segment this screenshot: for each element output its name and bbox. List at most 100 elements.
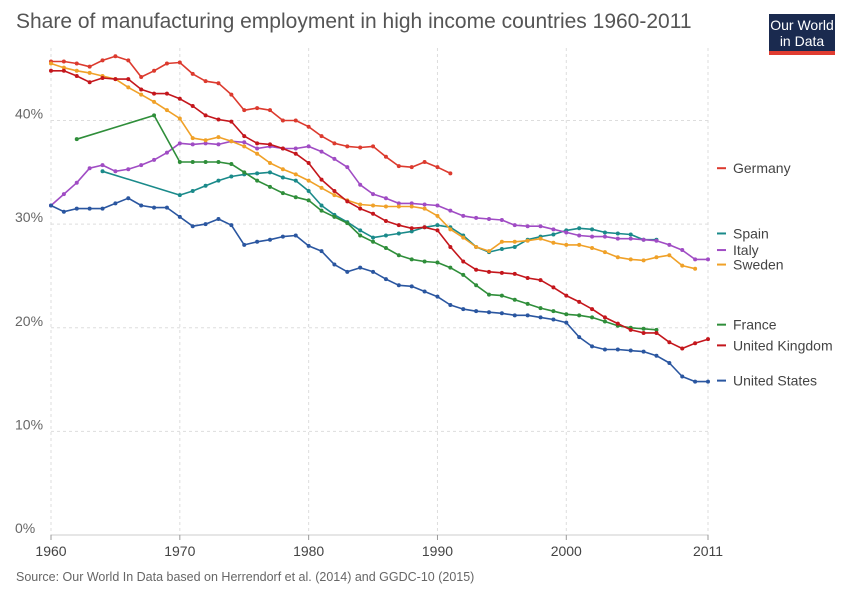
data-point-united-kingdom — [332, 188, 337, 193]
data-point-italy — [409, 201, 414, 206]
data-point-italy — [61, 192, 66, 197]
data-point-germany — [383, 154, 388, 159]
data-point-united-kingdom — [577, 299, 582, 304]
data-point-sweden — [306, 178, 311, 183]
data-point-france — [551, 309, 556, 314]
data-point-united-states — [615, 347, 620, 352]
data-point-united-states — [551, 317, 556, 322]
data-point-germany — [74, 61, 79, 66]
series-line-italy — [50, 140, 708, 261]
series-line-united-kingdom — [51, 70, 709, 350]
legend-label-france: France — [733, 317, 777, 333]
data-point-united-kingdom — [551, 285, 556, 290]
data-point-germany — [345, 144, 350, 149]
data-point-spain — [100, 169, 105, 174]
data-point-france — [358, 233, 363, 238]
data-point-united-states — [229, 223, 234, 228]
data-point-united-kingdom — [190, 104, 195, 109]
data-point-france — [448, 265, 453, 270]
data-point-spain — [177, 193, 182, 198]
data-point-united-kingdom — [667, 340, 672, 345]
data-point-italy — [422, 202, 427, 207]
data-point-spain — [499, 247, 504, 252]
legend-label-italy: Italy — [733, 242, 759, 258]
data-point-italy — [641, 237, 646, 242]
data-point-france — [577, 313, 582, 318]
data-point-united-kingdom — [293, 151, 298, 156]
data-point-united-kingdom — [268, 142, 272, 147]
data-point-france — [203, 159, 208, 164]
data-point-italy — [706, 257, 710, 262]
data-point-united-states — [87, 206, 92, 211]
data-point-italy — [680, 248, 685, 253]
data-point-sweden — [268, 161, 272, 166]
data-point-sweden — [590, 245, 595, 250]
data-point-spain — [383, 233, 388, 238]
data-point-united-kingdom — [216, 117, 221, 122]
series-line-spain — [102, 170, 657, 253]
data-point-sweden — [126, 85, 131, 90]
data-point-sweden — [499, 239, 504, 244]
data-point-italy — [216, 142, 221, 147]
data-point-united-states — [487, 310, 491, 315]
data-point-italy — [74, 180, 79, 185]
data-point-united-states — [203, 222, 208, 227]
data-point-united-states — [654, 353, 659, 358]
data-point-france — [422, 259, 427, 264]
x-tick-label: 1960 — [35, 543, 66, 559]
logo-line-1: Our World — [770, 17, 834, 33]
data-point-italy — [551, 227, 556, 232]
data-point-united-states — [680, 374, 685, 379]
data-point-germany — [268, 108, 272, 113]
legend-label-sweden: Sweden — [733, 257, 784, 273]
data-point-france — [332, 214, 337, 219]
data-point-sweden — [242, 144, 247, 149]
data-point-spain — [409, 229, 414, 234]
data-point-france — [371, 239, 376, 244]
data-point-germany — [190, 71, 195, 76]
data-point-united-states — [693, 379, 698, 384]
data-point-spain — [255, 171, 260, 176]
data-point-united-kingdom — [100, 76, 105, 81]
data-point-france — [409, 257, 414, 262]
data-point-germany — [139, 75, 144, 80]
data-point-united-states — [422, 289, 427, 294]
owid-logo[interactable]: Our World in Data — [769, 14, 835, 55]
data-point-united-kingdom — [74, 73, 79, 78]
data-point-germany — [152, 68, 157, 73]
data-point-united-states — [319, 249, 324, 254]
data-point-sweden — [203, 138, 208, 143]
data-point-united-states — [667, 360, 672, 365]
data-point-germany — [164, 61, 169, 66]
data-point-france — [474, 283, 479, 288]
data-point-germany — [435, 165, 440, 170]
data-point-italy — [177, 141, 182, 146]
data-point-sweden — [164, 108, 169, 113]
data-point-united-states — [512, 313, 517, 318]
data-point-united-kingdom — [615, 321, 620, 326]
data-point-italy — [203, 141, 208, 146]
data-point-italy — [371, 192, 376, 197]
data-point-germany — [126, 58, 131, 63]
data-point-united-states — [268, 237, 272, 242]
data-point-france — [74, 137, 79, 142]
data-point-united-states — [306, 243, 311, 248]
data-point-united-states — [126, 196, 131, 201]
data-point-united-states — [113, 201, 118, 206]
x-tick-label: 1970 — [164, 543, 195, 559]
data-point-spain — [306, 188, 311, 193]
data-point-united-kingdom — [512, 271, 517, 276]
data-point-spain — [216, 178, 221, 183]
data-point-italy — [126, 167, 131, 172]
data-point-germany — [216, 81, 221, 86]
data-point-sweden — [87, 70, 92, 75]
data-point-united-kingdom — [680, 346, 685, 351]
data-point-italy — [461, 213, 466, 218]
data-point-sweden — [654, 255, 659, 260]
data-point-united-states — [602, 347, 607, 352]
data-point-united-kingdom — [525, 276, 530, 281]
data-point-sweden — [628, 257, 633, 262]
data-point-italy — [487, 216, 491, 221]
data-point-sweden — [61, 65, 66, 70]
data-point-italy — [190, 142, 195, 147]
